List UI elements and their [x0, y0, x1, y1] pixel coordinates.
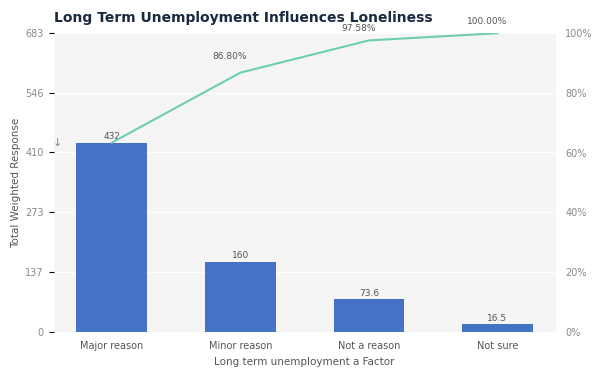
X-axis label: Long term unemployment a Factor: Long term unemployment a Factor	[214, 357, 395, 367]
Text: Long Term Unemployment Influences Loneliness: Long Term Unemployment Influences Loneli…	[54, 11, 432, 25]
Text: 160: 160	[232, 251, 249, 260]
Text: 97.58%: 97.58%	[341, 24, 376, 33]
Bar	[462, 324, 533, 332]
Text: 86.80%: 86.80%	[213, 52, 247, 61]
Text: 16.5: 16.5	[487, 314, 507, 323]
Text: 73.6: 73.6	[359, 289, 379, 298]
Y-axis label: Total Weighted Response: Total Weighted Response	[11, 117, 21, 248]
Text: 100.00%: 100.00%	[467, 17, 507, 26]
Text: ↓: ↓	[53, 138, 62, 148]
Bar	[77, 143, 147, 332]
Bar	[205, 262, 275, 332]
Bar	[333, 299, 404, 332]
Text: 432: 432	[103, 132, 120, 141]
